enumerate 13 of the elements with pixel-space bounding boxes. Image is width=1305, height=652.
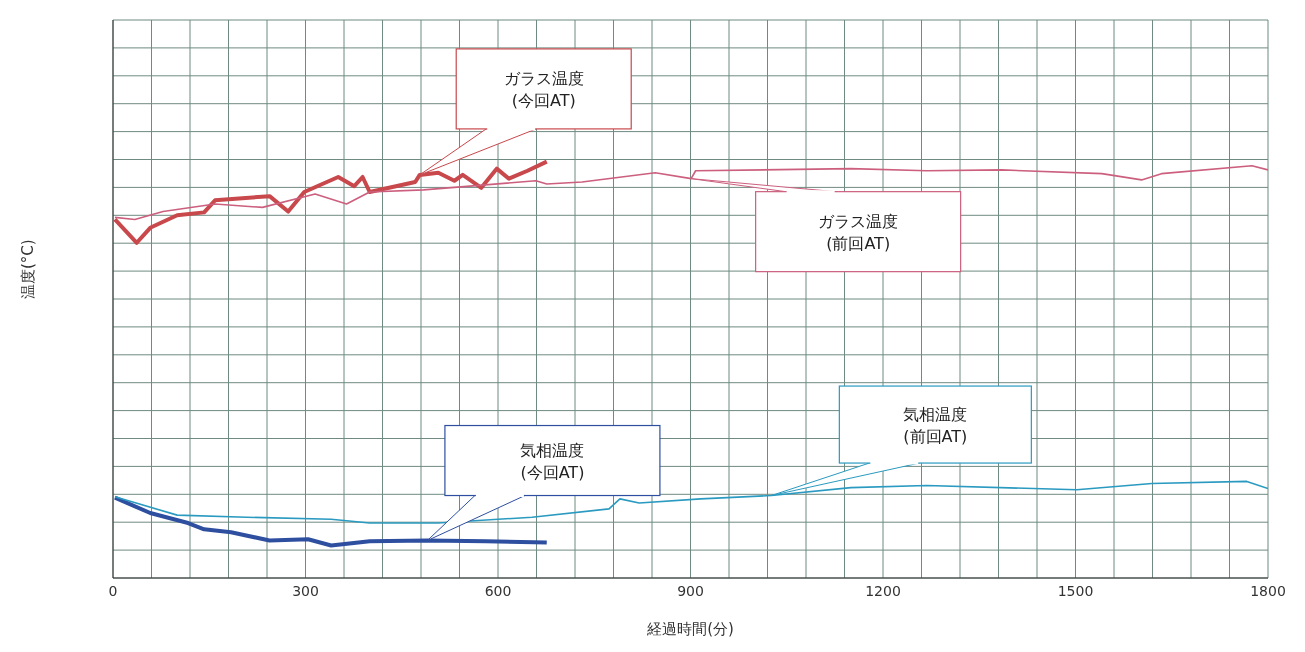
annotation: ガラス温度 (前回AT): [818, 211, 899, 253]
x-tick-label: 1500: [1057, 582, 1094, 599]
annotation: ガラス温度 (今回AT): [503, 68, 584, 110]
x-tick-label: 900: [677, 582, 704, 599]
x-tick-label: 600: [484, 582, 512, 599]
annotation: 気相温度 (今回AT): [520, 440, 585, 482]
x-tick-label: 0: [108, 582, 118, 599]
x-tick-label: 300: [292, 582, 319, 599]
x-tick-label: 1200: [865, 582, 901, 599]
x-axis-title: 経過時間(分): [646, 620, 734, 638]
annotation: 気相温度 (前回AT): [903, 404, 968, 446]
x-tick-label: 1800: [1250, 582, 1286, 599]
y-axis-title: 温度(°C): [19, 239, 38, 299]
